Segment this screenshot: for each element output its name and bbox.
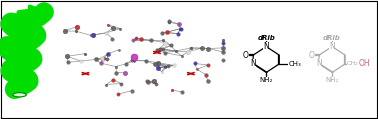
Text: dRib: dRib <box>257 35 275 41</box>
Circle shape <box>13 93 26 97</box>
Text: O: O <box>309 51 315 60</box>
Text: N: N <box>316 59 322 68</box>
Text: OH: OH <box>358 59 370 68</box>
Text: N: N <box>250 59 256 68</box>
Text: O: O <box>243 51 249 60</box>
Text: CH₃: CH₃ <box>288 61 301 67</box>
Text: CH₂: CH₂ <box>347 61 358 66</box>
Text: dRib: dRib <box>323 35 341 41</box>
Text: N: N <box>329 42 335 51</box>
Text: N: N <box>263 42 269 51</box>
Text: NH₂: NH₂ <box>325 77 339 83</box>
Text: NH₂: NH₂ <box>260 77 273 83</box>
